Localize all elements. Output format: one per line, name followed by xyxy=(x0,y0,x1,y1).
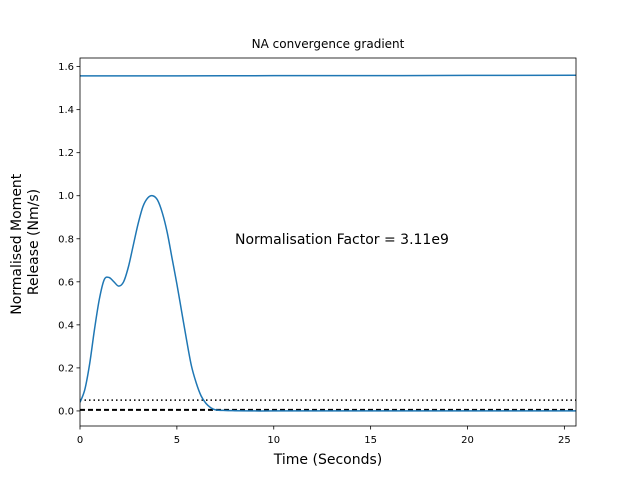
normalisation-annotation: Normalisation Factor = 3.11e9 xyxy=(235,232,449,248)
x-tick-label: 20 xyxy=(461,435,474,446)
y-axis-label: Normalised Moment Release (Nm/s) xyxy=(9,169,42,315)
series-line-2 xyxy=(80,74,576,77)
x-tick-label: 25 xyxy=(558,435,571,446)
series-line-1 xyxy=(80,194,576,412)
y-axis-label-line-2: Release (Nm/s) xyxy=(26,189,42,295)
y-tick-label: 1.6 xyxy=(58,62,74,73)
y-tick-label: 1.0 xyxy=(58,191,74,202)
plot-frame xyxy=(79,57,577,427)
chart-title: NA convergence gradient xyxy=(252,37,405,51)
chart-marks xyxy=(80,74,576,412)
x-tick-label: 0 xyxy=(77,435,83,446)
y-axis-ticks: 0.0 0.2 0.4 0.6 0.8 1.0 1.2 1.4 1.6 xyxy=(58,62,80,417)
x-tick-label: 15 xyxy=(364,435,377,446)
y-axis-label-line-1: Normalised Moment xyxy=(9,173,25,315)
x-axis-ticks: 0 5 10 15 20 25 xyxy=(77,426,571,446)
x-tick-label: 10 xyxy=(267,435,280,446)
y-tick-label: 0.4 xyxy=(58,320,74,331)
y-tick-label: 0.6 xyxy=(58,277,74,288)
y-tick-label: 0.8 xyxy=(58,234,74,245)
y-tick-label: 0.0 xyxy=(58,406,74,417)
y-tick-label: 1.2 xyxy=(58,148,74,159)
x-tick-label: 5 xyxy=(174,435,180,446)
x-axis-label: Time (Seconds) xyxy=(273,452,382,468)
y-tick-label: 0.2 xyxy=(58,363,74,374)
y-tick-label: 1.4 xyxy=(58,105,74,116)
